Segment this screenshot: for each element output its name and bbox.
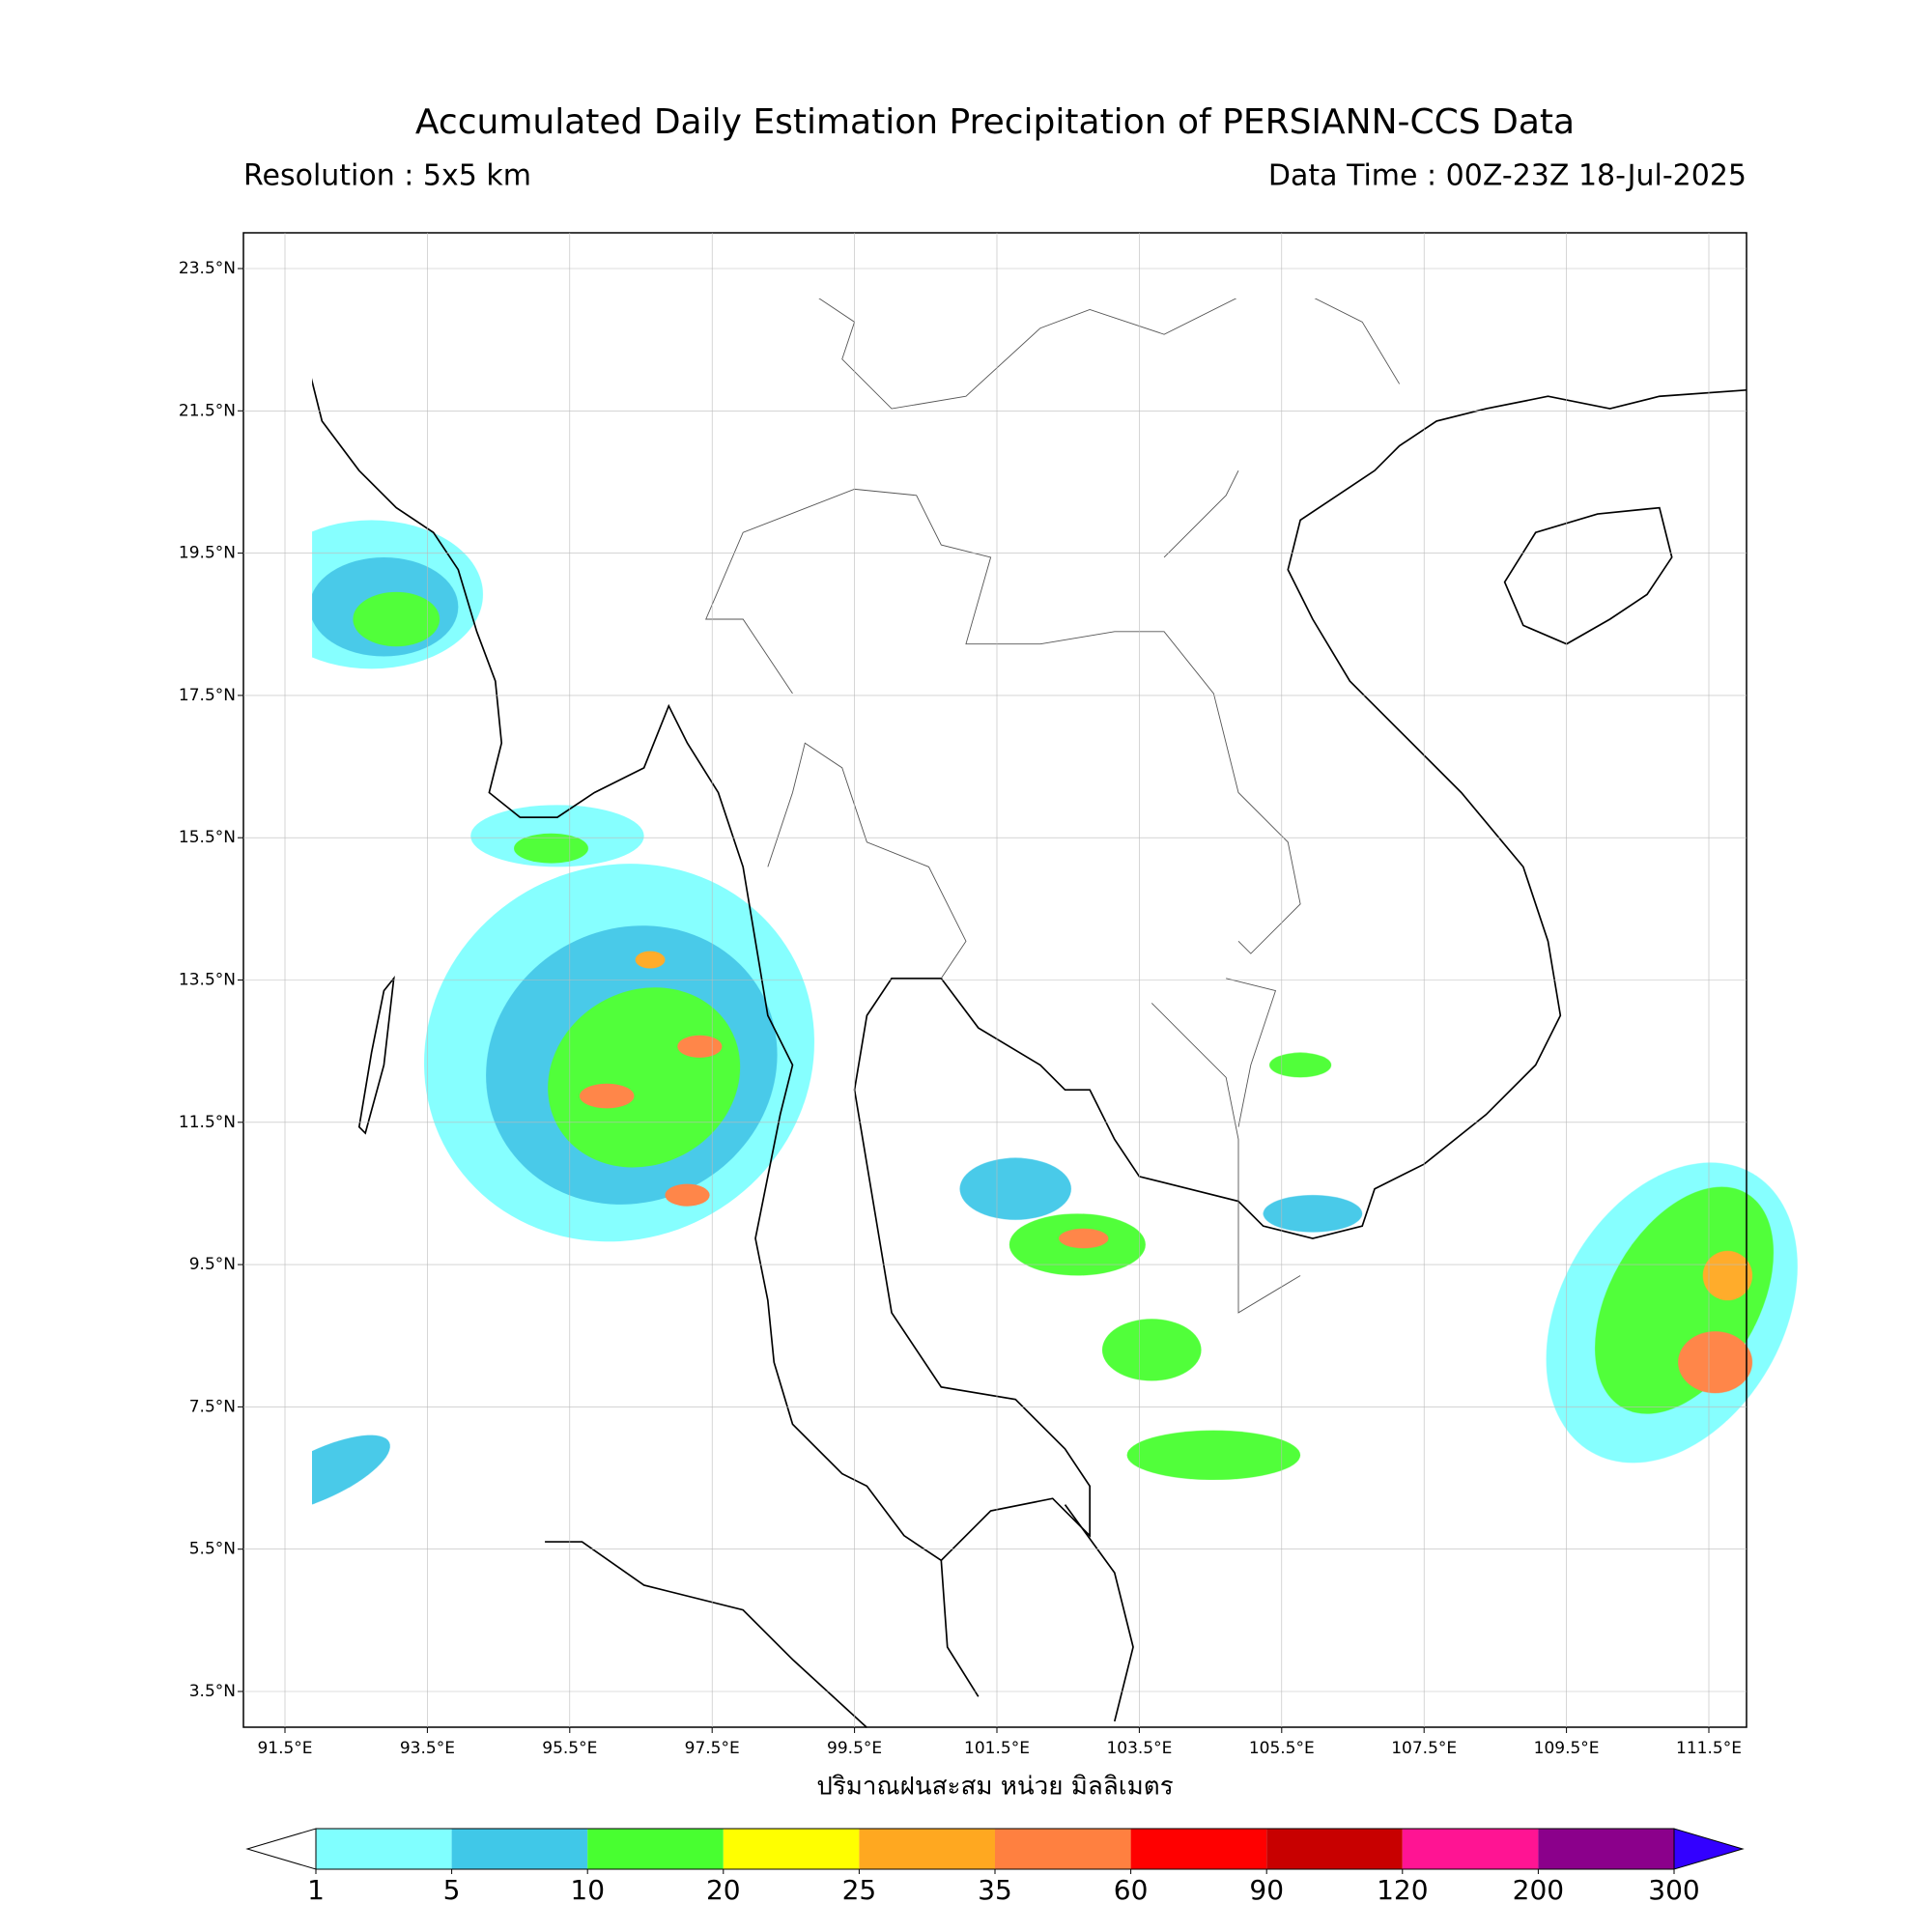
lat-label: 19.5°N [179,544,236,563]
lon-label: 93.5°E [400,1739,455,1758]
lat-label: 7.5°N [189,1397,236,1416]
colorbar-box [995,1829,1131,1869]
lon-label: 95.5°E [542,1739,597,1758]
lon-label: 107.5°E [1391,1739,1457,1758]
colorbar-label: 90 [1249,1874,1284,1906]
colorbar-label: 35 [978,1874,1012,1906]
colorbar-box [859,1829,995,1869]
colorbar-under [245,1828,317,1870]
colorbar-label: 1 [307,1874,325,1906]
map-content [312,298,1798,1729]
lon-label: 97.5°E [685,1739,740,1758]
lon-label: 111.5°E [1676,1739,1742,1758]
colorbar-box [1130,1829,1267,1869]
map [242,232,1798,1729]
lon-label: 109.5°E [1534,1739,1600,1758]
lon-label: 103.5°E [1106,1739,1172,1758]
lon-label: 91.5°E [257,1739,312,1758]
lat-label: 13.5°N [179,971,236,990]
colorbar-label: 60 [1114,1874,1149,1906]
rain [312,520,1798,1513]
axis-label: ปริมาณฝนสะสม หน่วย มิลลิเมตร [816,1773,1173,1802]
lon-label: 99.5°E [827,1739,882,1758]
colorbar-box [1538,1829,1674,1869]
colorbar-box [1402,1829,1539,1869]
title: Accumulated Daily Estimation Precipitati… [415,102,1575,142]
colorbar-box [1266,1829,1403,1869]
lat-label: 23.5°N [179,259,236,278]
lat-label: 9.5°N [189,1255,236,1274]
colorbar-label: 20 [706,1874,741,1906]
lon-label: 105.5°E [1249,1739,1315,1758]
lat-label: 15.5°N [179,828,236,847]
lon-label: 101.5°E [964,1739,1030,1758]
colorbar-label: 25 [842,1874,877,1906]
colorbar-box [723,1829,860,1869]
colorbar-box [587,1829,724,1869]
colorbar-over [1673,1828,1745,1870]
resolution: Resolution : 5x5 km [243,159,531,193]
colorbar-box [316,1829,452,1869]
colorbar-label: 200 [1513,1874,1564,1906]
colorbar-label: 10 [570,1874,605,1906]
colorbar-label: 120 [1377,1874,1428,1906]
colorbar-label: 5 [443,1874,461,1906]
lat-label: 5.5°N [189,1540,236,1559]
colorbar-box [451,1829,588,1869]
colorbar-label: 300 [1648,1874,1699,1906]
lat-label: 11.5°N [179,1113,236,1132]
lat-label: 3.5°N [189,1682,236,1701]
lat-label: 17.5°N [179,686,236,705]
data-time: Data Time : 00Z-23Z 18-Jul-2025 [1268,159,1747,193]
lat-label: 21.5°N [179,401,236,420]
